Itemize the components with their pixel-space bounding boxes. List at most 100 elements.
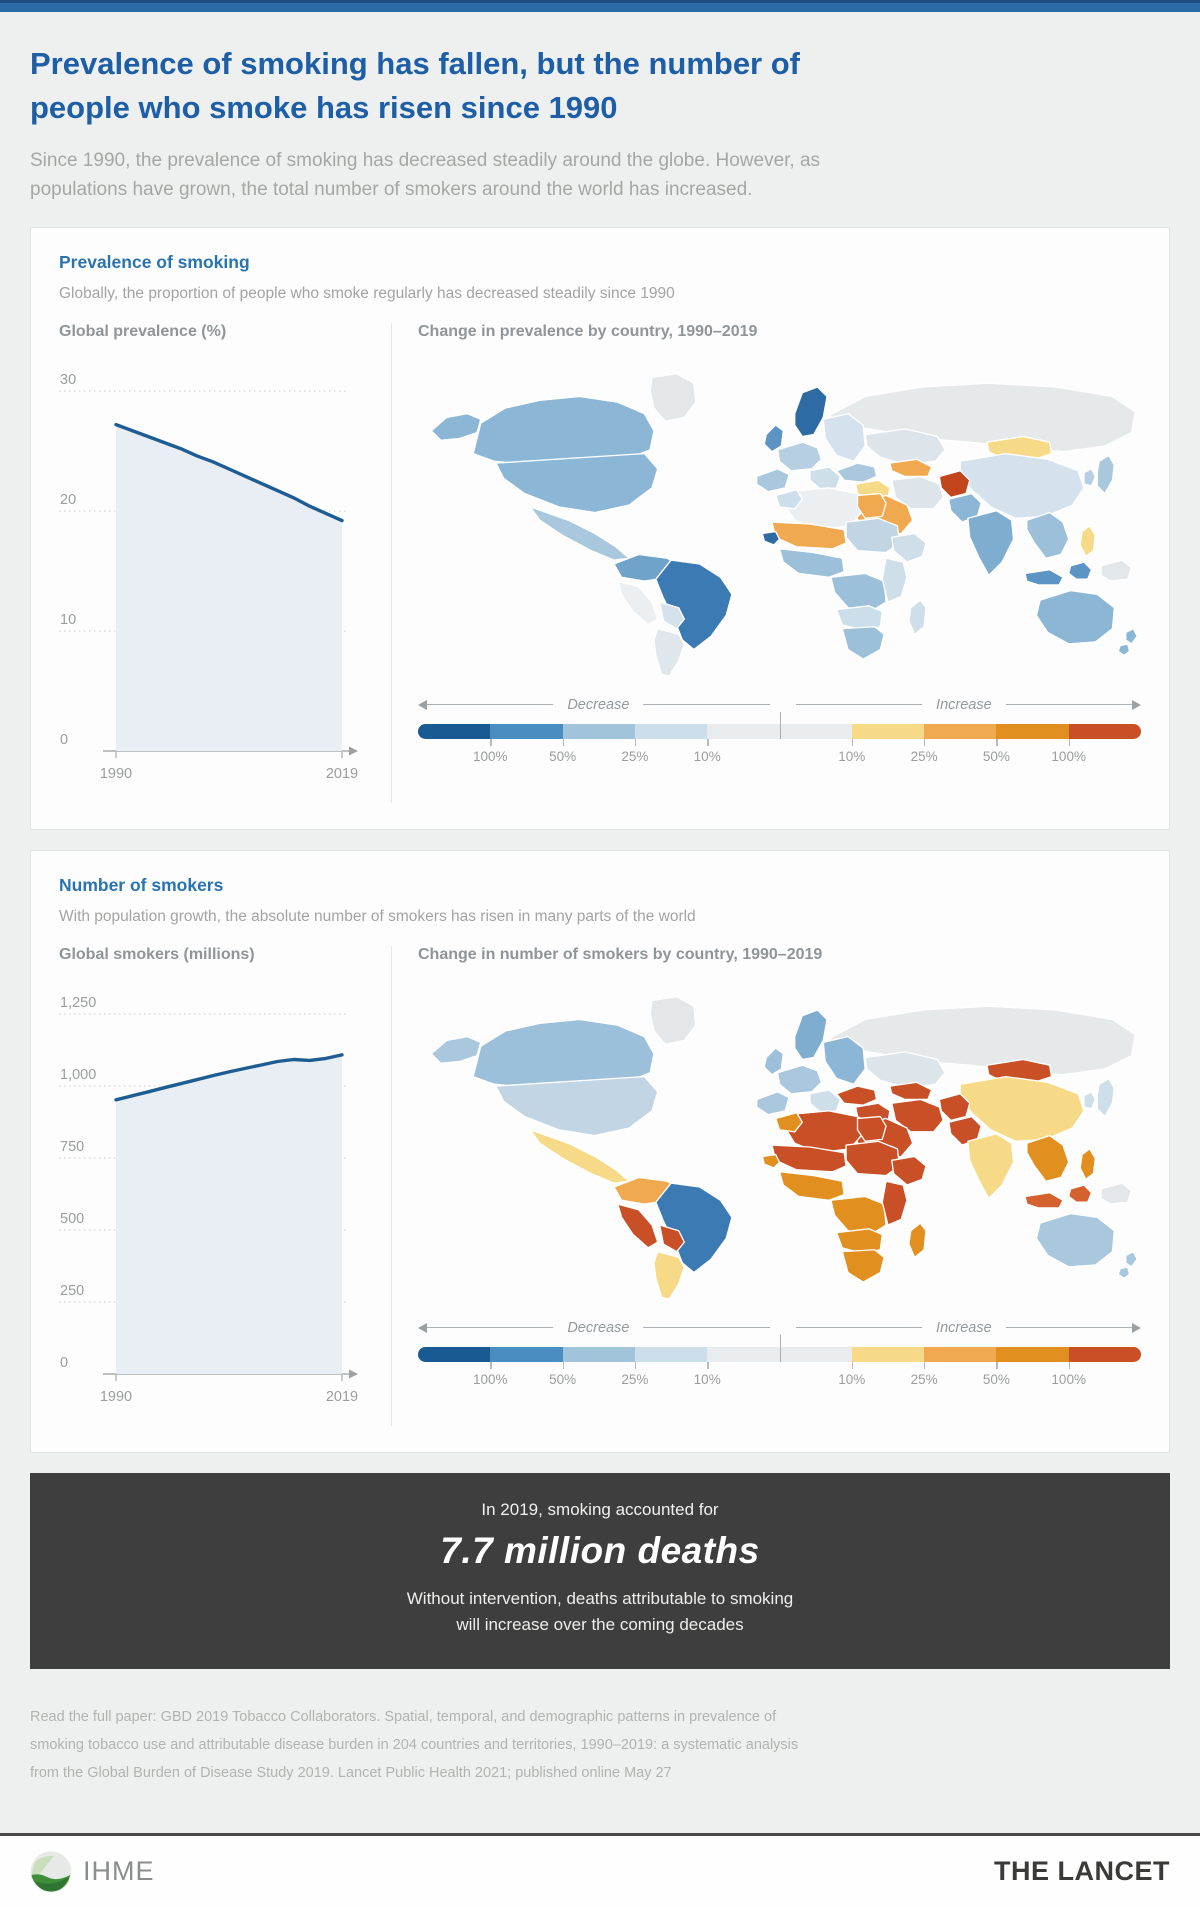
- smokers-map-legend: Decrease Increase 100% 50% 25% 10% 10% 25% 50% 10…: [418, 1320, 1141, 1398]
- legend-color-segment: [490, 723, 563, 739]
- arrow-right-icon: [1132, 699, 1141, 710]
- legend-tick-label: 25%: [910, 1371, 938, 1387]
- ihme-wordmark: IHME: [83, 1856, 155, 1887]
- legend-color-segment: [634, 723, 708, 739]
- panel-prevalence-subheading: Globally, the proportion of people who s…: [59, 284, 675, 302]
- prevalence-line-chart: 0 10 20 30 1990 2019: [59, 372, 358, 782]
- logo-footer: IHME THE LANCET: [0, 1836, 1200, 1907]
- legend-direction-row: Decrease Increase: [418, 697, 1141, 713]
- callout-warning-line2: will increase over the coming decades: [456, 1615, 744, 1635]
- top-accent-bar: [0, 0, 1200, 12]
- smokers-chart-column: Global smokers (millions) 0 250 500 750 1,00…: [59, 946, 367, 1426]
- legend-color-segment: [707, 723, 780, 739]
- legend-rule: [795, 704, 923, 706]
- legend-increase-label: Increase: [936, 696, 992, 713]
- page-content: Prevalence of smoking has fallen, but th…: [0, 12, 1200, 1833]
- prevalence-world-map: [418, 355, 1141, 693]
- legend-tick-label: 50%: [549, 748, 577, 764]
- panel-prevalence-heading: Prevalence of smoking: [59, 251, 250, 272]
- callout-warning-line1: Without intervention, deaths attributabl…: [406, 1588, 794, 1608]
- page-title: Prevalence of smoking has fallen, but th…: [30, 46, 800, 126]
- prevalence-map-column: Change in prevalence by country, 1990–20…: [391, 322, 1141, 803]
- smokers-line-chart: 0 250 500 750 1,000 1,250 1990 2019: [59, 995, 358, 1405]
- world-map: [430, 372, 1138, 677]
- prevalence-map-title: Change in prevalence by country, 1990–20…: [418, 322, 758, 340]
- legend-rule: [795, 1327, 923, 1329]
- smokers-world-map: [418, 978, 1141, 1316]
- legend-tick-label: 25%: [910, 748, 938, 764]
- legend-tick-label: 100%: [1051, 1371, 1086, 1387]
- legend-color-segment: [851, 1346, 925, 1362]
- legend-color-segment: [634, 1346, 708, 1362]
- legend-color-segment: [490, 1346, 563, 1362]
- legend-center-tick: [779, 1334, 781, 1362]
- legend-colorbar: [418, 1334, 1141, 1369]
- legend-color-segment: [779, 1346, 852, 1362]
- panel-smokers-heading: Number of smokers: [59, 874, 224, 895]
- svg-text:10: 10: [60, 612, 76, 628]
- legend-center-tick: [779, 711, 781, 739]
- svg-text:1,250: 1,250: [60, 995, 96, 1011]
- legend-rule: [1005, 1327, 1132, 1329]
- svg-text:0: 0: [60, 732, 68, 748]
- legend-tick-label: 10%: [838, 1371, 866, 1387]
- panel-smokers-subheading: With population growth, the absolute num…: [59, 907, 696, 925]
- legend-color-segment: [562, 1346, 635, 1362]
- ihme-globe-icon: [30, 1851, 72, 1893]
- legend-tick-label: 100%: [473, 1371, 508, 1387]
- arrow-left-icon: [418, 1322, 427, 1333]
- legend-rule: [427, 704, 554, 706]
- callout-intro: In 2019, smoking accounted for: [481, 1499, 719, 1519]
- legend-color-segment: [1068, 723, 1141, 739]
- svg-text:250: 250: [60, 1283, 84, 1299]
- panel-smokers: Number of smokers With population growth…: [30, 849, 1170, 1453]
- legend-labels-row: 100% 50% 25% 10% 10% 25% 50% 100%: [418, 749, 1141, 775]
- deaths-callout: In 2019, smoking accounted for 7.7 milli…: [30, 1472, 1170, 1669]
- legend-color-segment: [924, 1346, 997, 1362]
- panel-prevalence: Prevalence of smoking Globally, the prop…: [30, 226, 1170, 830]
- svg-text:2019: 2019: [326, 766, 358, 782]
- legend-tick-label: 100%: [473, 748, 508, 764]
- svg-text:20: 20: [60, 492, 76, 508]
- legend-color-segment: [779, 723, 852, 739]
- callout-deaths-figure: 7.7 million deaths: [440, 1529, 760, 1571]
- ihme-logo-lockup: IHME: [30, 1851, 155, 1893]
- svg-text:30: 30: [60, 372, 76, 388]
- legend-color-segment: [418, 1346, 491, 1362]
- legend-labels-row: 100% 50% 25% 10% 10% 25% 50% 100%: [418, 1372, 1141, 1398]
- legend-color-segment: [418, 723, 491, 739]
- page-subtitle: Since 1990, the prevalence of smoking ha…: [30, 150, 821, 201]
- legend-tick-label: 100%: [1051, 748, 1086, 764]
- prevalence-chart-title: Global prevalence (%): [59, 322, 227, 340]
- svg-text:2019: 2019: [326, 1389, 358, 1405]
- legend-color-segment: [1068, 1346, 1141, 1362]
- arrow-left-icon: [418, 699, 427, 710]
- legend-decrease-label: Decrease: [567, 696, 630, 713]
- legend-colorbar: [418, 711, 1141, 746]
- legend-color-segment: [996, 723, 1069, 739]
- svg-text:750: 750: [60, 1139, 84, 1155]
- legend-rule: [427, 1327, 554, 1329]
- svg-text:1990: 1990: [100, 1389, 132, 1405]
- legend-rule: [643, 704, 770, 706]
- svg-text:1,000: 1,000: [60, 1067, 96, 1083]
- legend-direction-row: Decrease Increase: [418, 1320, 1141, 1336]
- legend-tick-label: 25%: [621, 748, 649, 764]
- arrow-right-icon: [1132, 1322, 1141, 1333]
- legend-rule: [1005, 704, 1132, 706]
- smokers-map-column: Change in number of smokers by country, …: [391, 945, 1141, 1426]
- legend-color-segment: [996, 1346, 1069, 1362]
- legend-color-segment: [924, 723, 997, 739]
- svg-text:0: 0: [60, 1355, 68, 1371]
- legend-increase-label: Increase: [936, 1319, 992, 1336]
- legend-tick-label: 10%: [693, 748, 721, 764]
- world-map: [430, 995, 1138, 1300]
- lancet-wordmark: THE LANCET: [994, 1856, 1170, 1887]
- legend-tick-label: 10%: [693, 1371, 721, 1387]
- legend-color-segment: [851, 723, 925, 739]
- svg-text:500: 500: [60, 1211, 84, 1227]
- paper-citation: Read the full paper: GBD 2019 Tobacco Co…: [30, 1708, 799, 1782]
- legend-tick-label: 50%: [982, 1371, 1010, 1387]
- legend-tick-label: 50%: [982, 748, 1010, 764]
- svg-text:1990: 1990: [100, 766, 132, 782]
